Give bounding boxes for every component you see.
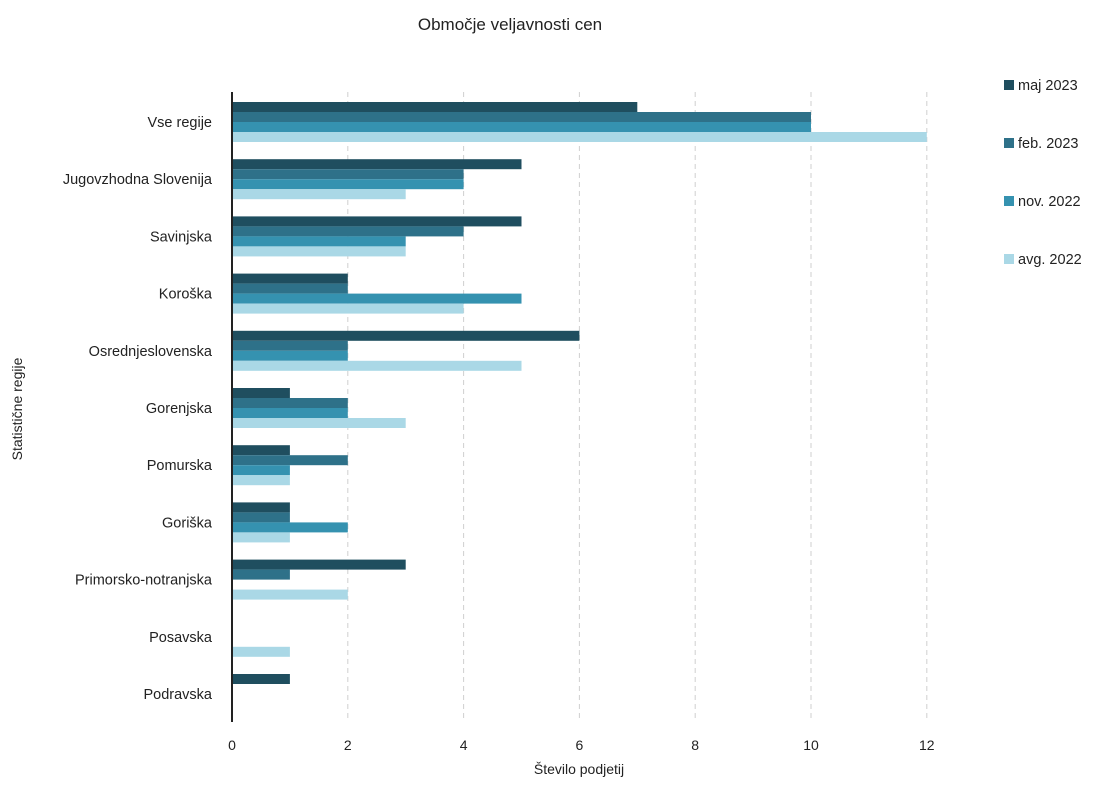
- bar: [232, 283, 348, 294]
- legend: maj 2023 feb. 2023 nov. 2022 avg. 2022: [1004, 78, 1082, 268]
- bar: [232, 465, 290, 476]
- bar: [232, 360, 522, 371]
- y-tick-label: Osrednjeslovenska: [89, 344, 213, 360]
- y-tick-label: Posavska: [149, 630, 213, 646]
- bar: [232, 398, 348, 408]
- bar: [232, 189, 406, 200]
- bar: [232, 169, 464, 180]
- bar: [232, 532, 290, 543]
- bar: [232, 236, 406, 247]
- bar: [232, 388, 290, 398]
- bar: [232, 179, 464, 190]
- bar: [232, 273, 348, 284]
- bar: [232, 330, 580, 341]
- y-tick-label: Jugovzhodna Slovenija: [63, 172, 213, 188]
- bar: [232, 226, 464, 237]
- bar: [232, 559, 406, 570]
- legend-swatch: [1004, 80, 1014, 90]
- y-tick-labels: Vse regije Jugovzhodna Slovenija Savinjska…: [63, 115, 213, 703]
- y-tick-label: Goriška: [162, 515, 213, 531]
- legend-label: feb. 2023: [1018, 136, 1078, 152]
- x-tick-label: 2: [344, 737, 352, 753]
- bar: [232, 522, 348, 533]
- chart-title: Območje veljavnosti cen: [418, 15, 602, 34]
- y-tick-label: Pomurska: [147, 458, 213, 474]
- y-tick-label: Primorsko-notranjska: [75, 573, 213, 589]
- bar: [232, 445, 290, 456]
- x-tick-label: 0: [228, 737, 236, 753]
- bar: [232, 418, 406, 428]
- bar: [232, 303, 464, 314]
- legend-label: avg. 2022: [1018, 252, 1082, 268]
- bar: [232, 293, 522, 304]
- legend-label: maj 2023: [1018, 78, 1078, 94]
- x-tick-labels: 0 2 4 6 8 10 12: [228, 737, 935, 753]
- y-tick-label: Vse regije: [148, 115, 212, 131]
- x-tick-label: 4: [460, 737, 468, 753]
- legend-label: nov. 2022: [1018, 194, 1081, 210]
- bar: [232, 102, 638, 112]
- bar: [232, 569, 290, 580]
- x-tick-label: 10: [803, 737, 819, 753]
- y-axis-label: Statistične regije: [9, 357, 25, 460]
- x-tick-label: 12: [919, 737, 935, 753]
- bar: [232, 475, 290, 486]
- bar: [232, 350, 348, 361]
- y-tick-label: Gorenjska: [146, 401, 213, 417]
- bar: [232, 112, 811, 122]
- legend-swatch: [1004, 254, 1014, 264]
- bars: [232, 102, 927, 684]
- bar: [232, 589, 348, 600]
- bar: [232, 408, 348, 418]
- bar: [232, 646, 290, 657]
- bar: [232, 340, 348, 351]
- bar: [232, 216, 522, 227]
- bar: [232, 122, 811, 132]
- x-axis-label: Število podjetij: [534, 761, 624, 777]
- bar: [232, 512, 290, 523]
- x-tick-label: 8: [691, 737, 699, 753]
- bar: [232, 132, 927, 142]
- bar: [232, 455, 348, 466]
- bar: [232, 246, 406, 257]
- bar: [232, 674, 290, 684]
- legend-swatch: [1004, 196, 1014, 206]
- y-tick-label: Podravska: [143, 687, 212, 703]
- y-tick-label: Koroška: [159, 287, 213, 303]
- bar: [232, 159, 522, 170]
- bar: [232, 502, 290, 513]
- y-tick-label: Savinjska: [150, 229, 213, 245]
- legend-swatch: [1004, 138, 1014, 148]
- x-tick-label: 6: [576, 737, 584, 753]
- gridlines: [347, 92, 928, 722]
